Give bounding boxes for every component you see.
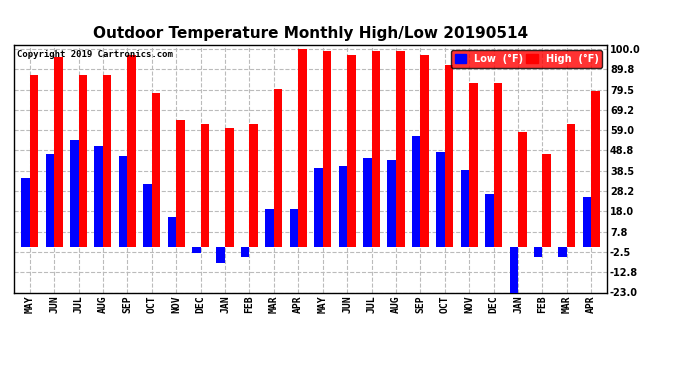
Bar: [241, 247, 250, 257]
Bar: [558, 247, 567, 257]
Text: Copyright 2019 Cartronics.com: Copyright 2019 Cartronics.com: [17, 50, 172, 59]
Bar: [54, 57, 63, 247]
Bar: [70, 140, 79, 247]
Bar: [387, 160, 396, 247]
Bar: [485, 194, 493, 247]
Bar: [250, 124, 258, 247]
Bar: [314, 168, 323, 247]
Bar: [518, 132, 526, 247]
Bar: [144, 184, 152, 247]
Bar: [274, 88, 282, 247]
Bar: [567, 124, 575, 247]
Bar: [534, 247, 542, 257]
Bar: [591, 90, 600, 247]
Bar: [225, 128, 234, 247]
Bar: [79, 75, 87, 247]
Bar: [420, 55, 429, 247]
Bar: [217, 247, 225, 263]
Bar: [119, 156, 128, 247]
Bar: [323, 51, 331, 247]
Bar: [266, 209, 274, 247]
Bar: [436, 152, 445, 247]
Bar: [363, 158, 371, 247]
Bar: [152, 93, 160, 247]
Bar: [412, 136, 420, 247]
Bar: [103, 75, 112, 247]
Legend: Low  (°F), High  (°F): Low (°F), High (°F): [451, 50, 602, 68]
Bar: [542, 154, 551, 247]
Bar: [290, 209, 298, 247]
Bar: [46, 154, 54, 247]
Title: Outdoor Temperature Monthly High/Low 20190514: Outdoor Temperature Monthly High/Low 201…: [93, 26, 528, 41]
Bar: [176, 120, 185, 247]
Bar: [128, 55, 136, 247]
Bar: [192, 247, 201, 253]
Bar: [339, 166, 347, 247]
Bar: [168, 217, 176, 247]
Bar: [298, 49, 307, 247]
Bar: [493, 82, 502, 247]
Bar: [371, 51, 380, 247]
Bar: [30, 75, 38, 247]
Bar: [509, 247, 518, 292]
Bar: [21, 178, 30, 247]
Bar: [583, 198, 591, 247]
Bar: [95, 146, 103, 247]
Bar: [445, 65, 453, 247]
Bar: [396, 51, 404, 247]
Bar: [347, 55, 355, 247]
Bar: [469, 82, 477, 247]
Bar: [201, 124, 209, 247]
Bar: [461, 170, 469, 247]
